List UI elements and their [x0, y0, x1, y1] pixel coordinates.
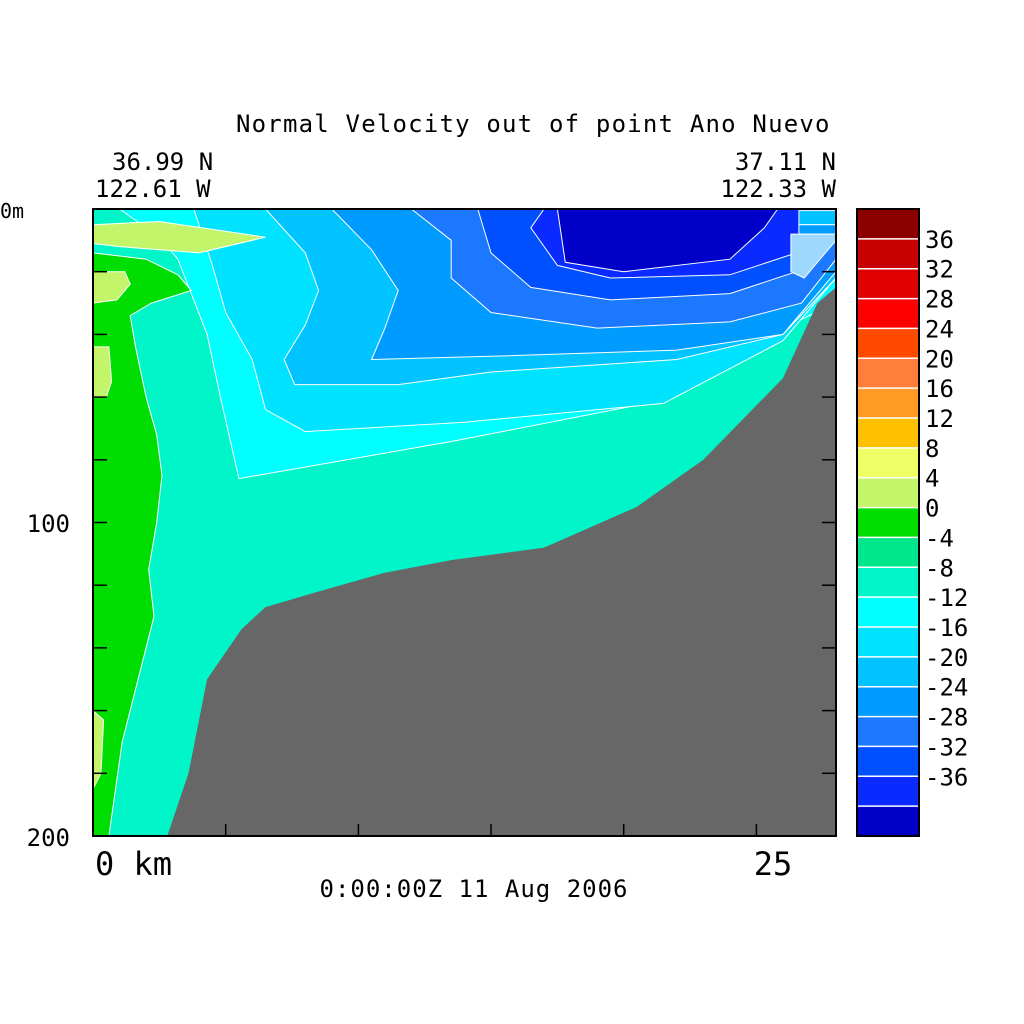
colorbar-swatch — [857, 537, 919, 568]
colorbar-swatch — [857, 597, 919, 628]
x-tick-label-25: 25 — [754, 845, 793, 883]
contour-region-12 — [92, 252, 193, 837]
timestamp: 0:00:00Z 11 Aug 2006 — [320, 875, 629, 903]
colorbar-swatch — [857, 716, 919, 747]
colorbar-swatch — [857, 507, 919, 538]
colorbar-swatch — [857, 447, 919, 479]
colorbar-label: 20 — [925, 345, 954, 373]
colorbar-label: 16 — [925, 375, 954, 403]
colorbar-label: 32 — [925, 256, 954, 284]
colorbar-label: -32 — [925, 733, 968, 761]
colorbar-label: -8 — [925, 554, 954, 582]
contour-region-9 — [798, 210, 837, 226]
contour-region-10 — [798, 224, 837, 235]
colorbar-swatch — [857, 686, 919, 717]
colorbar-label: 12 — [925, 405, 954, 433]
colorbar-swatch — [857, 477, 919, 508]
bathymetry-fill — [167, 287, 837, 836]
chart-title: Normal Velocity out of point Ano Nuevo — [236, 110, 831, 138]
y-tick-label-100: 100 — [27, 510, 70, 538]
colorbar-label: -12 — [925, 584, 968, 612]
colorbar-swatch — [857, 806, 919, 837]
colorbar-label: 0 — [925, 495, 939, 523]
y-axis-ticks — [93, 270, 836, 775]
y-tick-label-0: 0m — [0, 199, 24, 223]
colorbar-swatch — [857, 656, 919, 688]
colorbar-label: 28 — [925, 286, 954, 314]
colorbar-label: -24 — [925, 674, 968, 702]
colorbar-label: -20 — [925, 644, 968, 672]
colorbar-label: -28 — [925, 704, 968, 732]
contour-region-11 — [790, 233, 837, 279]
colorbar-swatch — [857, 627, 919, 658]
x-axis-ticks — [224, 824, 758, 836]
colorbar-label: 8 — [925, 435, 939, 463]
colorbar-swatch — [857, 567, 919, 598]
seafloor-polygon — [167, 287, 837, 836]
x-tick-label-0: 0 km — [95, 845, 172, 883]
colorbar-swatch — [857, 268, 919, 299]
colorbar-swatch — [857, 776, 919, 807]
contour-region-15 — [92, 346, 113, 398]
colorbar-swatch — [857, 328, 919, 359]
colorbar-swatch — [857, 358, 919, 389]
colorbar-swatch — [857, 746, 919, 777]
colorbar-label: -4 — [925, 524, 954, 552]
colorbar-swatch — [857, 298, 919, 329]
colorbar-swatch — [857, 209, 919, 240]
y-tick-label-200: 200 — [27, 824, 70, 852]
colorbar-label: -36 — [925, 763, 968, 791]
colorbar-label: -16 — [925, 614, 968, 642]
corner-right-lat: 37.11 N — [735, 148, 836, 176]
colorbar-swatch — [857, 418, 919, 449]
colorbar-label: 4 — [925, 465, 939, 493]
colorbar-label: 36 — [925, 226, 954, 254]
corner-left-lat: 36.99 N — [112, 148, 213, 176]
corner-right-lon: 122.33 W — [720, 175, 836, 203]
colorbar-swatch — [857, 388, 919, 419]
colorbar — [856, 208, 920, 837]
colorbar-swatch — [857, 238, 919, 270]
colorbar-frame — [856, 208, 920, 837]
colorbar-labels: 36322824201612840-4-8-12-16-20-24-28-32-… — [925, 226, 968, 791]
colorbar-label: 24 — [925, 315, 954, 343]
corner-left-lon: 122.61 W — [95, 175, 211, 203]
